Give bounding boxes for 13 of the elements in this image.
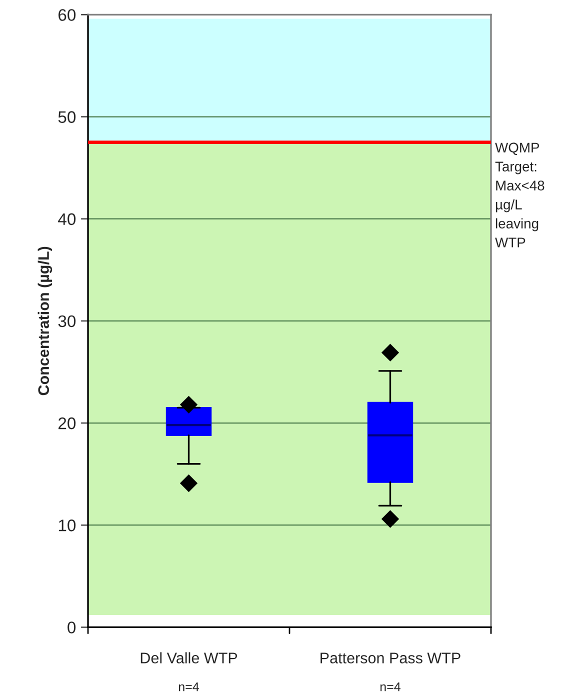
y-tick-label: 40 bbox=[58, 213, 76, 226]
y-axis-title: Concentration (µg/L) bbox=[38, 246, 52, 396]
x-tick-label: Del Valle WTP bbox=[140, 652, 238, 664]
text: n=4 bbox=[380, 682, 400, 692]
y-tick-label: 10 bbox=[58, 520, 76, 532]
ref-line-label: WQMP Target: Max<48 µg/L leaving WTP bbox=[495, 142, 544, 248]
y-tick-label: 20 bbox=[58, 417, 76, 430]
y-tick-label: 50 bbox=[58, 111, 76, 123]
y-tick-label: 30 bbox=[58, 315, 76, 328]
x-tick-label: Patterson Pass WTP bbox=[320, 652, 460, 664]
text: n=4 bbox=[178, 682, 199, 692]
y-tick-label: 60 bbox=[58, 9, 76, 21]
y-tick-label: 0 bbox=[68, 622, 76, 634]
